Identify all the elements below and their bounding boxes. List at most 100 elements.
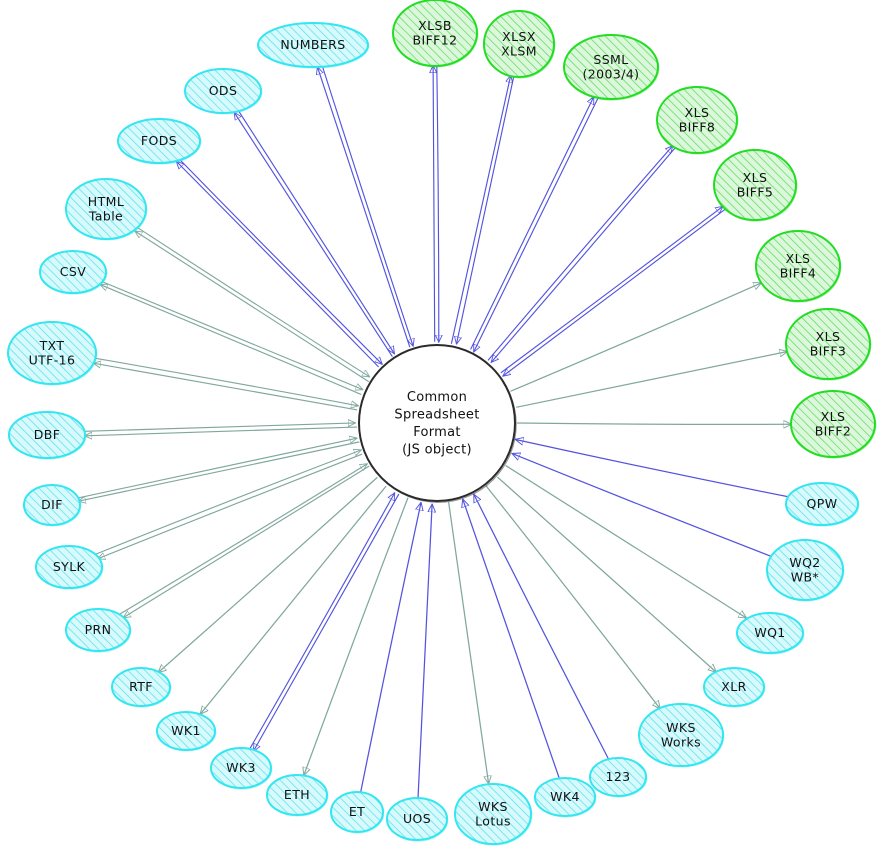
node-label: WK1 [171, 723, 201, 738]
edge-et [360, 503, 421, 793]
edge-html [135, 226, 370, 383]
edge-xlr [497, 476, 716, 672]
node-prn[interactable]: PRN [65, 608, 132, 653]
edge-eth [304, 497, 409, 775]
node-label: WK3 [226, 760, 256, 775]
edge-wk3 [249, 493, 400, 751]
center-node-common-spreadsheet-format[interactable]: Common Spreadsheet Format (JS object) [358, 344, 517, 503]
node-label: HTML Table [88, 193, 124, 223]
node-et[interactable]: ET [330, 791, 385, 834]
node-label: XLS BIFF3 [810, 328, 847, 358]
edge-layer [78, 64, 792, 800]
node-xls2[interactable]: XLS BIFF2 [790, 390, 877, 459]
center-node-label: Common Spreadsheet Format (JS object) [394, 389, 479, 457]
node-qpw[interactable]: QPW [785, 482, 860, 527]
edge-csv [100, 280, 362, 395]
edge-wkslotus [448, 501, 489, 784]
node-label: TXT UTF-16 [29, 337, 76, 367]
node-label: XLSB BIFF12 [413, 17, 458, 47]
node-label: WQ2 WB* [789, 554, 820, 584]
node-label: SYLK [53, 559, 86, 574]
node-xls8[interactable]: XLS BIFF8 [656, 86, 739, 155]
edge-sylk [95, 450, 362, 559]
edge-xlsb [433, 64, 439, 342]
node-label: XLS BIFF4 [780, 250, 817, 280]
node-label: SSML (2003/4) [583, 51, 640, 81]
node-label: 123 [605, 769, 630, 784]
node-label: XLS BIFF5 [737, 169, 774, 199]
edge-fods [176, 158, 382, 368]
node-ssml[interactable]: SSML (2003/4) [563, 34, 660, 101]
node-label: RTF [129, 679, 153, 694]
node-dbf[interactable]: DBF [8, 411, 87, 460]
edge-txt [94, 357, 359, 411]
node-label: XLS BIFF2 [815, 408, 852, 438]
edge-dbf [85, 423, 358, 436]
node-xls3[interactable]: XLS BIFF3 [785, 308, 872, 381]
node-xls5[interactable]: XLS BIFF5 [713, 149, 798, 222]
node-label: ET [349, 804, 365, 819]
node-wkslotus[interactable]: WKS Lotus [454, 783, 533, 846]
node-txt[interactable]: TXT UTF-16 [7, 321, 98, 386]
node-eth[interactable]: ETH [266, 774, 329, 817]
node-wq1[interactable]: WQ1 [736, 612, 805, 655]
node-label: XLSX XLSM [501, 28, 537, 58]
node-label: WKS Lotus [475, 798, 511, 828]
node-label: XLS BIFF8 [679, 104, 716, 134]
node-wk1[interactable]: WK1 [156, 711, 217, 752]
edge-rtf [158, 476, 378, 673]
node-rtf[interactable]: RTF [111, 667, 172, 708]
edge-123 [474, 494, 610, 760]
edge-xls4 [510, 283, 761, 392]
node-xlr[interactable]: XLR [703, 667, 766, 708]
edge-xls2 [516, 423, 792, 424]
node-wksworks[interactable]: WKS Works [638, 703, 725, 768]
edge-ssml [470, 97, 599, 352]
node-dif[interactable]: DIF [23, 484, 82, 527]
edge-wksworks [485, 485, 660, 709]
node-csv[interactable]: CSV [39, 250, 108, 295]
node-sylk[interactable]: SYLK [35, 545, 104, 590]
node-label: WK4 [550, 789, 580, 804]
edge-qpw [516, 440, 789, 498]
node-xlsx[interactable]: XLSX XLSM [483, 10, 556, 79]
edge-numbers [318, 65, 414, 348]
edge-dif [78, 438, 360, 501]
edge-wq2 [512, 454, 772, 558]
edge-wk1 [200, 485, 387, 715]
edge-prn [119, 464, 370, 618]
node-label: XLR [721, 679, 746, 694]
node-html[interactable]: HTML Table [65, 178, 148, 241]
node-layer: NUMBERS XLSB BIFF12 XLSX XLSM SSML (2003/4) XLS… [7, 0, 877, 846]
node-label: QPW [807, 496, 838, 511]
edge-xls8 [487, 146, 676, 362]
node-label: WQ1 [754, 625, 785, 640]
edge-xls3 [516, 352, 788, 408]
node-label: ETH [284, 787, 310, 802]
node-fods[interactable]: FODS [117, 118, 202, 165]
edge-xls5 [500, 206, 726, 376]
edge-ods [234, 110, 394, 357]
edge-wk4 [463, 499, 560, 779]
node-label: UOS [403, 811, 431, 826]
node-label: NUMBERS [280, 37, 345, 52]
edge-xlsx [450, 75, 515, 344]
edge-wq1 [505, 465, 746, 618]
node-123[interactable]: 123 [589, 757, 648, 798]
node-ods[interactable]: ODS [184, 68, 263, 115]
edge-uos [417, 504, 432, 800]
node-label: PRN [85, 622, 112, 637]
center-node-layer: Common Spreadsheet Format (JS object) [358, 344, 517, 503]
node-xlsb[interactable]: XLSB BIFF12 [392, 0, 479, 68]
node-wq2[interactable]: WQ2 WB* [766, 539, 845, 602]
node-label: CSV [60, 264, 86, 279]
node-wk3[interactable]: WK3 [210, 747, 273, 790]
node-uos[interactable]: UOS [386, 797, 449, 842]
node-xls4[interactable]: XLS BIFF4 [755, 230, 842, 303]
node-label: ODS [209, 83, 238, 98]
node-label: DIF [41, 497, 63, 512]
node-wk4[interactable]: WK4 [534, 777, 597, 818]
node-numbers[interactable]: NUMBERS [257, 22, 370, 69]
